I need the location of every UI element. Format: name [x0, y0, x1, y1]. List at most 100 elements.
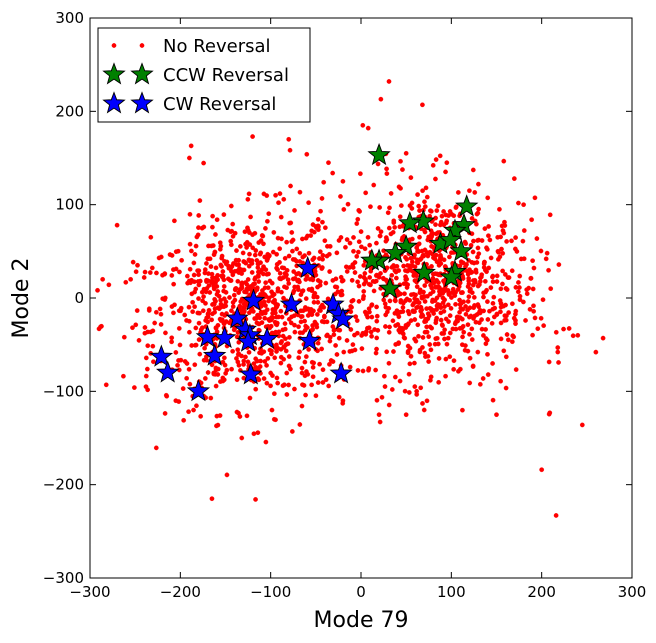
y-tick-label: 300	[55, 9, 84, 27]
no-reversal-point	[292, 386, 297, 392]
no-reversal-point	[214, 217, 220, 223]
no-reversal-point	[267, 278, 273, 284]
x-tick-label: 100	[437, 583, 466, 601]
no-reversal-point	[441, 209, 446, 214]
no-reversal-point	[202, 345, 207, 351]
no-reversal-point	[188, 143, 194, 149]
no-reversal-point	[191, 407, 196, 413]
no-reversal-point	[556, 262, 562, 267]
no-reversal-point	[469, 260, 475, 265]
no-reversal-point	[414, 284, 420, 290]
no-reversal-point	[203, 318, 208, 323]
no-reversal-point	[173, 249, 179, 255]
no-reversal-point	[412, 360, 417, 366]
no-reversal-point	[496, 249, 501, 255]
no-reversal-point	[509, 268, 515, 274]
no-reversal-point	[570, 333, 576, 339]
no-reversal-point	[509, 339, 515, 345]
no-reversal-point	[121, 373, 126, 379]
no-reversal-point	[504, 313, 509, 319]
no-reversal-point	[490, 361, 495, 366]
no-reversal-point	[145, 343, 151, 349]
no-reversal-point	[414, 388, 420, 394]
no-reversal-point	[469, 326, 475, 332]
no-reversal-point	[246, 349, 252, 355]
no-reversal-point	[499, 223, 505, 229]
no-reversal-point	[176, 326, 182, 331]
no-reversal-point	[171, 281, 176, 287]
y-tick-label: 0	[74, 289, 84, 307]
no-reversal-point	[228, 203, 234, 209]
no-reversal-point	[463, 304, 468, 309]
no-reversal-point	[258, 238, 264, 243]
no-reversal-point	[286, 316, 292, 322]
no-reversal-point	[297, 250, 303, 256]
no-reversal-point	[438, 317, 444, 323]
no-reversal-point	[309, 288, 315, 293]
no-reversal-point	[303, 296, 309, 301]
legend-label-ccw-reversal: CCW Reversal	[163, 65, 289, 86]
no-reversal-point	[393, 323, 398, 328]
no-reversal-point	[374, 304, 379, 310]
no-reversal-point	[220, 375, 226, 381]
no-reversal-point	[344, 338, 350, 343]
no-reversal-point	[436, 379, 442, 385]
no-reversal-point	[363, 329, 369, 334]
legend-ccw-star	[102, 62, 126, 85]
no-reversal-point	[202, 270, 208, 276]
no-reversal-point	[523, 318, 528, 323]
no-reversal-point	[405, 322, 410, 328]
no-reversal-point	[192, 304, 197, 310]
no-reversal-point	[430, 162, 436, 168]
no-reversal-point	[375, 226, 381, 231]
no-reversal-point	[463, 343, 468, 348]
no-reversal-point	[405, 263, 410, 268]
no-reversal-point	[95, 287, 100, 293]
no-reversal-point	[510, 333, 516, 339]
no-reversal-point	[330, 324, 336, 329]
no-reversal-point	[336, 335, 342, 341]
no-reversal-point	[263, 324, 269, 330]
no-reversal-point	[434, 335, 440, 341]
no-reversal-point	[195, 268, 200, 274]
no-reversal-point	[469, 337, 475, 342]
no-reversal-point	[431, 255, 436, 261]
no-reversal-point	[315, 300, 321, 305]
no-reversal-point	[403, 255, 408, 260]
no-reversal-point	[371, 288, 377, 294]
no-reversal-point	[209, 317, 214, 323]
no-reversal-point	[278, 360, 284, 366]
no-reversal-point	[286, 363, 292, 369]
no-reversal-point	[504, 332, 510, 337]
no-reversal-point	[398, 291, 403, 297]
no-reversal-point	[213, 232, 218, 237]
no-reversal-point	[315, 380, 321, 385]
no-reversal-point	[497, 206, 502, 212]
no-reversal-point	[284, 239, 290, 245]
no-reversal-point	[253, 356, 259, 362]
no-reversal-point	[236, 340, 242, 345]
no-reversal-point	[398, 309, 403, 315]
no-reversal-point	[393, 298, 398, 304]
no-reversal-point	[153, 445, 159, 451]
no-reversal-point	[416, 249, 421, 254]
no-reversal-point	[291, 288, 297, 294]
no-reversal-point	[432, 271, 438, 277]
no-reversal-point	[196, 320, 202, 326]
no-reversal-point	[302, 318, 307, 324]
no-reversal-point	[473, 319, 479, 325]
no-reversal-point	[374, 346, 379, 352]
no-reversal-point	[347, 364, 353, 370]
no-reversal-point	[299, 365, 305, 371]
no-reversal-point	[218, 262, 224, 268]
no-reversal-point	[432, 341, 438, 347]
no-reversal-point	[253, 248, 259, 253]
no-reversal-point	[414, 245, 420, 251]
no-reversal-point	[442, 336, 447, 342]
no-reversal-point	[546, 359, 552, 365]
no-reversal-point	[352, 332, 357, 338]
no-reversal-point	[400, 223, 405, 229]
no-reversal-point	[392, 310, 398, 316]
no-reversal-point	[433, 157, 439, 162]
no-reversal-point	[445, 335, 451, 341]
